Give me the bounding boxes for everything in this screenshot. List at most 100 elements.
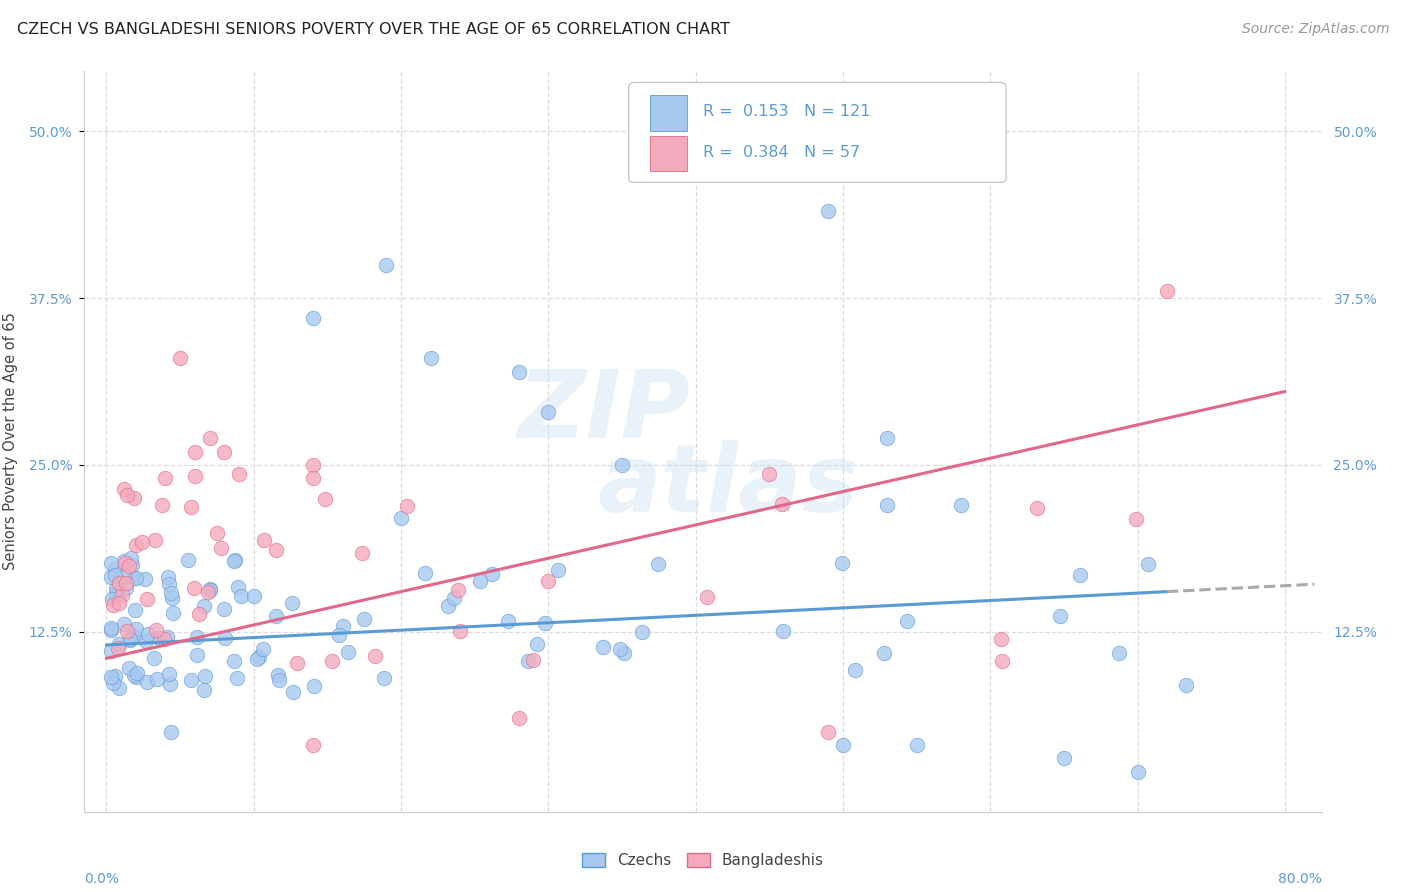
Czechs	[198, 582, 221, 596]
Czechs	[267, 667, 290, 681]
Czechs	[517, 654, 540, 668]
Bangladeshis	[122, 491, 145, 506]
Czechs	[905, 738, 928, 752]
Czechs	[127, 666, 149, 681]
Czechs	[120, 551, 142, 566]
Bangladeshis	[183, 582, 205, 596]
Czechs	[160, 591, 183, 605]
Czechs	[301, 311, 323, 326]
Bangladeshis	[285, 656, 308, 670]
Bangladeshis	[135, 592, 157, 607]
Czechs	[389, 511, 412, 525]
Czechs	[125, 622, 148, 636]
Czechs	[157, 570, 180, 584]
Text: 0.0%: 0.0%	[84, 871, 120, 886]
Czechs	[246, 652, 269, 666]
Czechs	[1137, 557, 1160, 571]
Czechs	[281, 684, 304, 698]
Czechs	[302, 679, 325, 693]
Bangladeshis	[145, 623, 167, 637]
Czechs	[118, 660, 141, 674]
Czechs	[647, 558, 669, 572]
Czechs	[160, 586, 183, 600]
Text: R =  0.153   N = 121: R = 0.153 N = 121	[703, 103, 870, 119]
Bangladeshis	[537, 574, 560, 588]
Bangladeshis	[118, 559, 141, 574]
Czechs	[266, 608, 288, 623]
Bangladeshis	[264, 543, 287, 558]
Bangladeshis	[184, 444, 207, 458]
Czechs	[122, 571, 145, 585]
Czechs	[100, 670, 122, 684]
Czechs	[122, 629, 145, 643]
Czechs	[222, 654, 245, 668]
Bangladeshis	[115, 624, 138, 638]
Bangladeshis	[115, 488, 138, 502]
Czechs	[156, 630, 179, 644]
Bangladeshis	[180, 500, 202, 514]
Bangladeshis	[758, 467, 780, 482]
Text: Source: ZipAtlas.com: Source: ZipAtlas.com	[1241, 22, 1389, 37]
Czechs	[108, 637, 131, 651]
Czechs	[224, 552, 246, 566]
Bangladeshis	[253, 533, 276, 548]
Czechs	[1053, 751, 1076, 765]
Czechs	[193, 599, 215, 614]
Czechs	[157, 666, 180, 681]
Bangladeshis	[817, 724, 839, 739]
Czechs	[198, 582, 221, 597]
Czechs	[103, 676, 125, 690]
Czechs	[194, 669, 217, 683]
Czechs	[104, 562, 127, 576]
Czechs	[162, 606, 184, 620]
Czechs	[413, 566, 436, 580]
Bangladeshis	[1125, 512, 1147, 526]
Bangladeshis	[301, 458, 323, 472]
Bangladeshis	[301, 471, 323, 485]
Czechs	[115, 581, 138, 595]
Text: R =  0.384   N = 57: R = 0.384 N = 57	[703, 145, 860, 160]
Czechs	[100, 644, 122, 658]
Bangladeshis	[522, 653, 544, 667]
Bangladeshis	[125, 538, 148, 552]
Bangladeshis	[214, 444, 236, 458]
Czechs	[193, 682, 215, 697]
Czechs	[247, 650, 270, 665]
Czechs	[100, 556, 122, 570]
Bangladeshis	[112, 482, 135, 496]
Czechs	[609, 641, 631, 656]
Czechs	[214, 631, 236, 645]
Legend: Czechs, Bangladeshis: Czechs, Bangladeshis	[576, 847, 830, 874]
Czechs	[610, 458, 633, 472]
Czechs	[1126, 764, 1149, 779]
Czechs	[157, 577, 180, 591]
Czechs	[533, 615, 555, 630]
Czechs	[105, 588, 128, 602]
Bangladeshis	[314, 491, 336, 506]
Text: 80.0%: 80.0%	[1278, 871, 1322, 886]
Bangladeshis	[143, 533, 166, 547]
Czechs	[104, 567, 127, 582]
Text: CZECH VS BANGLADESHI SENIORS POVERTY OVER THE AGE OF 65 CORRELATION CHART: CZECH VS BANGLADESHI SENIORS POVERTY OVE…	[17, 22, 730, 37]
Czechs	[337, 645, 360, 659]
Bangladeshis	[301, 738, 323, 752]
Bangladeshis	[169, 351, 191, 366]
Czechs	[112, 617, 135, 632]
Czechs	[281, 596, 304, 610]
Text: atlas: atlas	[598, 440, 859, 532]
Bangladeshis	[990, 632, 1012, 647]
Bangladeshis	[1026, 501, 1049, 516]
Czechs	[100, 570, 122, 584]
Czechs	[136, 674, 159, 689]
Czechs	[353, 612, 375, 626]
Czechs	[148, 631, 170, 645]
Czechs	[252, 642, 274, 657]
Bangladeshis	[447, 582, 470, 597]
Czechs	[332, 618, 354, 632]
Czechs	[772, 624, 794, 638]
Czechs	[949, 498, 972, 512]
Czechs	[146, 672, 169, 686]
Czechs	[214, 602, 236, 616]
Czechs	[112, 569, 135, 583]
Czechs	[226, 580, 249, 594]
